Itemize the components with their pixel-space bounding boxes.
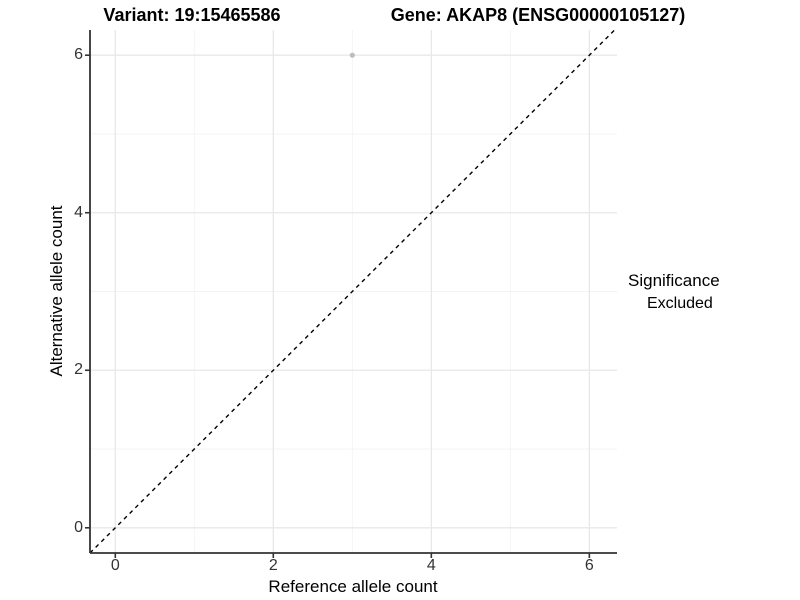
y-axis-title: Alternative allele count [47,205,66,377]
x-tick-label: 0 [110,557,120,574]
legend: Significance Excluded [628,271,720,313]
y-tick-label: 0 [74,518,83,536]
gene-title: Gene: AKAP8 (ENSG00000105127) [390,5,686,25]
y-tick-label: 4 [74,203,83,221]
excluded-point-icon [631,300,640,309]
x-tick-label: 6 [584,557,594,574]
y-tick-label: 2 [74,361,83,379]
x-tick-label: 2 [268,557,278,574]
y-tick-label: 6 [74,46,83,64]
data-point [349,52,355,58]
x-tick-label: 4 [426,557,436,574]
identity-dashed-line [89,29,616,554]
variant-title: Variant: 19:15465586 [103,5,281,25]
x-axis-title: Reference allele count [268,577,438,596]
legend-item-label: Excluded [647,295,713,312]
legend-item-excluded: Excluded [628,295,720,313]
legend-title: Significance [628,271,720,290]
